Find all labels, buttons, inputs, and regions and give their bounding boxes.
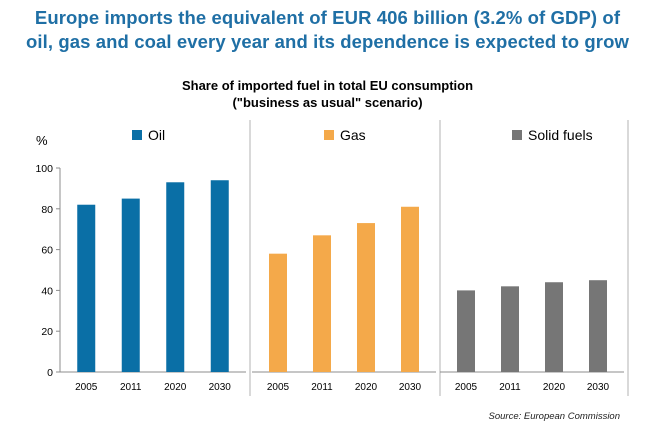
bar-solid-fuels-2011 xyxy=(501,286,519,372)
x-tick-label: 2005 xyxy=(267,382,290,393)
bar-gas-2011 xyxy=(313,235,331,372)
legend-label: Oil xyxy=(148,127,165,143)
headline-line-1: Europe imports the equivalent of EUR 406… xyxy=(34,7,621,28)
x-tick-label: 2005 xyxy=(455,382,478,393)
legend-swatch-gas xyxy=(324,130,334,140)
legend-swatch-solid-fuels xyxy=(512,130,522,140)
x-tick-label: 2020 xyxy=(355,382,378,393)
bar-oil-2011 xyxy=(121,198,140,372)
legend-label: Solid fuels xyxy=(528,127,593,143)
bar-gas-2005 xyxy=(269,253,287,372)
bar-solid-fuels-2005 xyxy=(457,290,475,372)
chart-subtitle: ("business as usual" scenario) xyxy=(232,95,423,110)
y-tick-label: 20 xyxy=(41,326,53,338)
y-tick-label: 40 xyxy=(41,285,53,297)
legend-label: Gas xyxy=(340,127,366,143)
headline-line-2: oil, gas and coal every year and its dep… xyxy=(25,31,630,52)
y-tick-label: 80 xyxy=(41,204,53,216)
bar-gas-2020 xyxy=(357,223,375,372)
y-tick-label: 100 xyxy=(35,163,53,175)
bar-solid-fuels-2020 xyxy=(545,282,563,372)
page-headline: Europe imports the equivalent of EUR 406… xyxy=(0,6,655,54)
bar-oil-2030 xyxy=(210,180,229,372)
chart-title: Share of imported fuel in total EU consu… xyxy=(181,78,474,93)
bar-solid-fuels-2030 xyxy=(589,280,607,372)
x-tick-label: 2030 xyxy=(587,382,610,393)
y-tick-label: 0 xyxy=(47,367,53,379)
x-tick-label: 2030 xyxy=(209,382,232,393)
x-tick-label: 2020 xyxy=(543,382,566,393)
y-axis-label: % xyxy=(36,133,48,148)
x-tick-label: 2011 xyxy=(311,382,333,393)
bar-oil-2020 xyxy=(166,182,185,372)
y-tick-label: 60 xyxy=(41,245,53,257)
x-tick-label: 2011 xyxy=(120,382,142,393)
source-note: Source: European Commission xyxy=(488,411,620,422)
x-tick-label: 2011 xyxy=(499,382,521,393)
x-tick-label: 2005 xyxy=(75,382,98,393)
x-tick-label: 2020 xyxy=(164,382,187,393)
chart-title-block: Share of imported fuel in total EU consu… xyxy=(0,77,655,111)
legend-swatch-oil xyxy=(132,130,142,140)
x-tick-label: 2030 xyxy=(399,382,422,393)
bar-gas-2030 xyxy=(401,206,419,372)
bar-oil-2005 xyxy=(77,204,96,372)
